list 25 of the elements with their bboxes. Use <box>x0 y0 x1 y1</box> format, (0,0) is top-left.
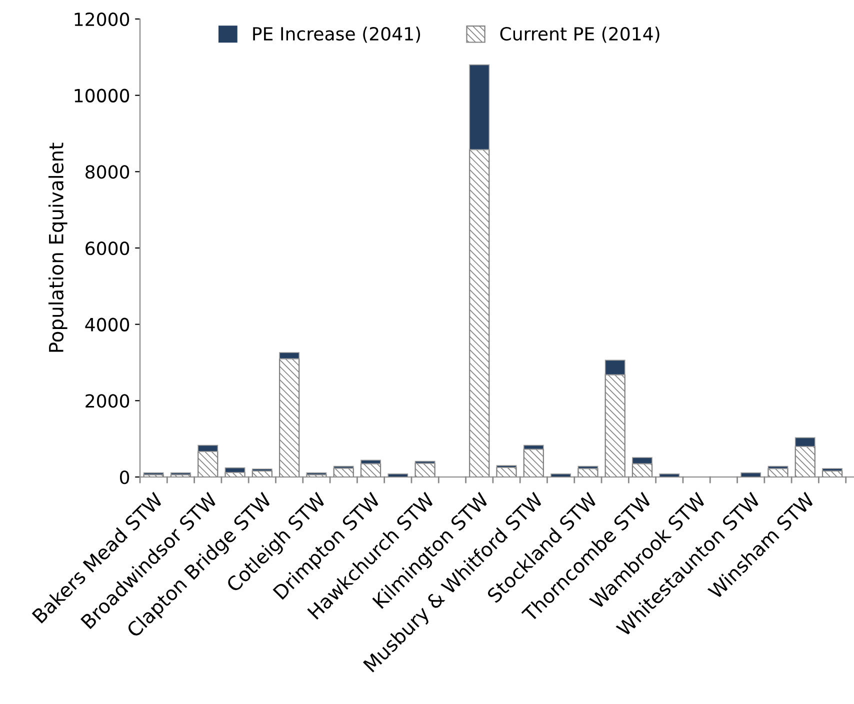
y-tick-label: 12000 <box>74 12 130 26</box>
legend-label: PE Increase (2041) <box>253 26 420 43</box>
bar <box>822 468 842 472</box>
y-tick-label: 8000 <box>86 165 130 179</box>
bar <box>224 467 246 473</box>
bar <box>740 472 762 477</box>
bar <box>523 444 544 450</box>
bar <box>279 352 300 360</box>
bar <box>469 64 490 150</box>
bar <box>578 466 598 470</box>
y-tick-label: 6000 <box>86 241 130 256</box>
bar <box>388 474 408 477</box>
bar <box>768 466 788 470</box>
bar <box>632 457 652 464</box>
bar <box>604 360 626 376</box>
bar <box>794 437 816 447</box>
bar <box>198 444 218 452</box>
y-tick-label: 4000 <box>85 318 130 332</box>
y-axis-title: Population Equivalent <box>48 142 68 352</box>
y-tick-label: 2000 <box>86 394 130 408</box>
y-tick-label: 10000 <box>74 88 130 102</box>
bar <box>360 460 381 464</box>
bar <box>659 474 680 477</box>
y-tick-label: 0 <box>120 470 130 484</box>
legend-label: Current PE (2014) <box>500 26 660 43</box>
